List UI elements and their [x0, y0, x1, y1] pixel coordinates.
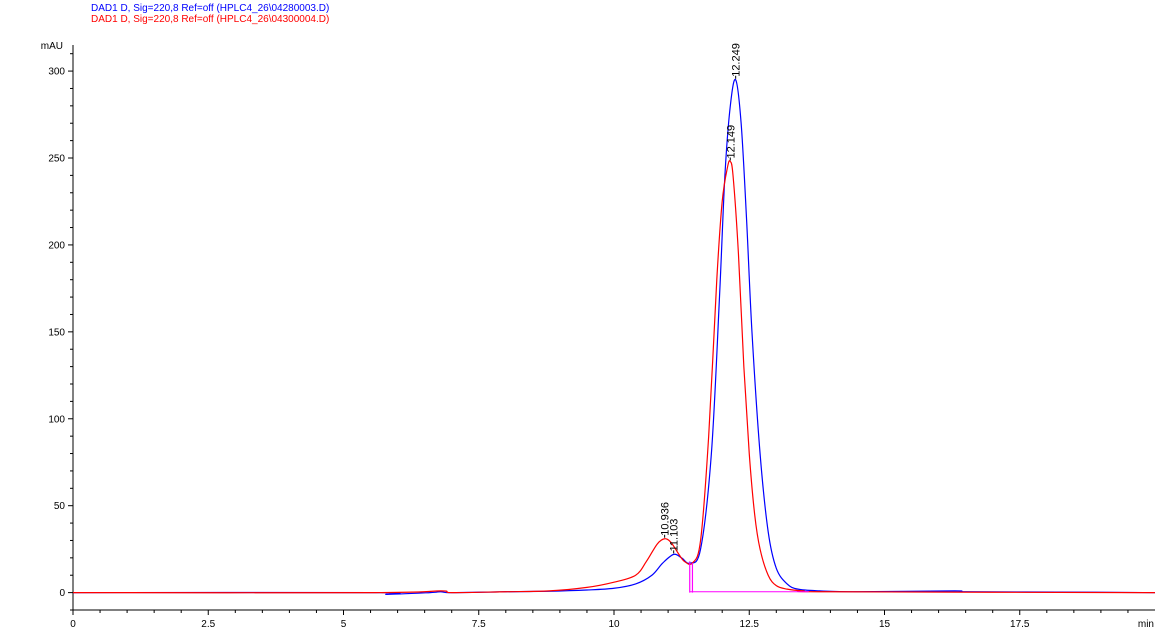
legend-series-1: DAD1 D, Sig=220,8 Ref=off (HPLC4_26\0428…	[91, 3, 330, 14]
axes	[72, 45, 1155, 611]
x-tick-label: 2.5	[201, 619, 215, 630]
y-tick-label: 100	[48, 414, 65, 425]
x-tick-label: 12.5	[740, 619, 760, 630]
markers-group	[689, 561, 809, 593]
x-tick-label: 15	[879, 619, 891, 630]
y-tick-label: 200	[48, 240, 65, 251]
x-tick-label: 10	[608, 619, 620, 630]
peak-label: 10.936	[660, 502, 672, 536]
x-tick-label: 7.5	[472, 619, 486, 630]
x-tick-label: 0	[70, 619, 76, 630]
peak-label: 12.249	[731, 43, 743, 77]
ticks: 0 50 100 150 200 250 300 mAU 0 2.5 5 7.5 10 12.5 15 17.…	[41, 41, 1154, 630]
x-tick-label: 5	[341, 619, 347, 630]
x-tick-label: 17.5	[1010, 619, 1030, 630]
series-line-1	[72, 78, 1156, 595]
legend-series-2: DAD1 D, Sig=220,8 Ref=off (HPLC4_26\0430…	[91, 14, 330, 25]
series-line-2	[72, 160, 1156, 594]
y-tick-label: 300	[48, 67, 65, 78]
y-tick-label: 50	[54, 501, 66, 512]
y-tick-label: 0	[59, 588, 65, 599]
legend: DAD1 D, Sig=220,8 Ref=off (HPLC4_26\0428…	[91, 3, 329, 25]
peak-label: 11.103	[669, 519, 681, 552]
peak-label: 12.149	[725, 125, 737, 159]
y-tick-label: 150	[48, 327, 65, 338]
series-group	[72, 78, 1156, 595]
x-axis-label: min	[1138, 619, 1154, 630]
y-tick-label: 250	[48, 154, 65, 165]
y-axis-label: mAU	[41, 41, 63, 52]
